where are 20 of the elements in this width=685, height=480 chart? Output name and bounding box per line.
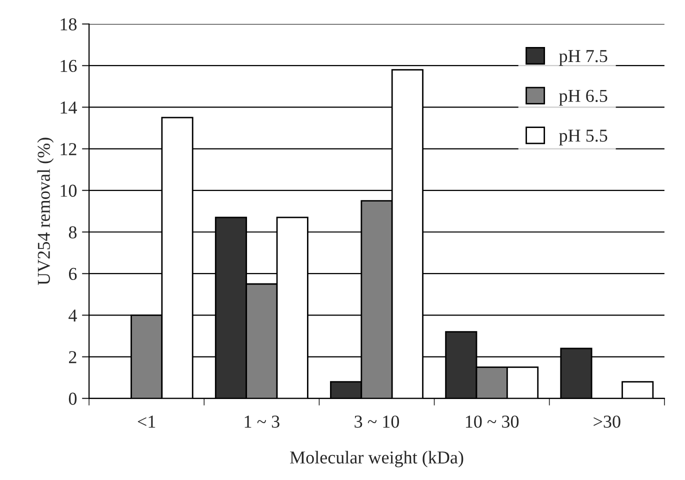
y-tick-label: 4 [68, 310, 77, 322]
x-tick-label: 10 ~ 30 [466, 416, 519, 428]
x-tick-label: 1 ~ 3 [244, 416, 280, 428]
y-tick-label: 0 [68, 392, 77, 405]
y-tick-label: 12 [60, 143, 76, 156]
legend-label: pH 6.5 [559, 90, 608, 106]
y-tick-label: 8 [68, 226, 77, 238]
y-tick-label: 6 [68, 268, 77, 280]
legend-label: pH 5.5 [559, 130, 608, 146]
y-tick-label: 18 [60, 18, 77, 30]
y-tick-label: 16 [60, 60, 77, 72]
y-tick-label: 10 [60, 184, 77, 197]
x-tick-label: 3 ~ 10 [354, 416, 399, 428]
y-tick-label: 14 [60, 102, 77, 114]
x-axis-title: Molecular weight (kDa) [290, 450, 464, 468]
legend-label: pH 7.5 [559, 50, 608, 66]
y-tick-label: 2 [69, 351, 76, 364]
x-tick-label: >30 [594, 416, 620, 428]
x-tick-label: <1 [138, 416, 156, 428]
y-axis-title: UV254 removal (%) [37, 138, 54, 286]
